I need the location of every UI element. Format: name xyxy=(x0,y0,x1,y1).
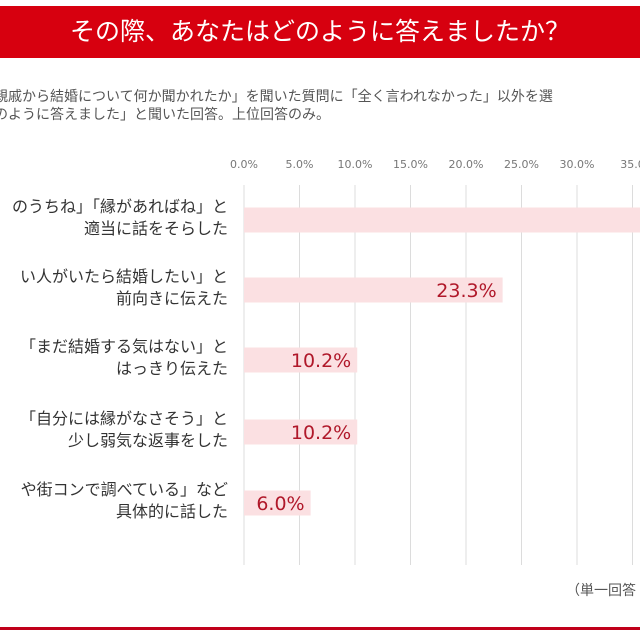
category-label-line: や街コンで調べている」など xyxy=(20,480,228,499)
subtitle-line-1: 親戚から結婚について何か聞かれたか」を聞いた質問に「全く言われなかった」以外を選 xyxy=(0,89,553,105)
x-tick-label: 35.0 xyxy=(620,158,640,171)
x-tick-label: 10.0% xyxy=(338,158,373,171)
category-label-line: 「自分には縁がなさそう」と xyxy=(19,409,228,428)
bar xyxy=(244,207,640,233)
category-label-line: 「まだ結婚する気はない」と xyxy=(19,337,228,356)
x-tick-label: 5.0% xyxy=(286,158,314,171)
category-label-line: 少し弱気な返事をした xyxy=(67,431,228,450)
x-tick-label: 25.0% xyxy=(504,158,539,171)
bar xyxy=(244,347,358,373)
x-tick-label: 0.0% xyxy=(230,158,258,171)
category-label-line: い人がいたら結婚したい」と xyxy=(19,267,228,286)
x-tick-label: 20.0% xyxy=(449,158,484,171)
data-label: 23.3% xyxy=(436,280,496,302)
subtitle-line-2: のように答えました」と聞いた回答。上位回答のみ。 xyxy=(0,107,330,123)
category-label: のうちね」「縁があればね」と適当に話をそらした xyxy=(12,196,228,240)
category-label: や街コンで調べている」など具体的に話した xyxy=(21,479,228,523)
category-label: い人がいたら結婚したい」と前向きに伝えた xyxy=(20,266,228,310)
footnote: （単一回答 xyxy=(566,583,636,599)
category-label-line: 適当に話をそらした xyxy=(83,219,228,238)
data-label: 6.0% xyxy=(256,493,304,515)
data-label: 10.2% xyxy=(291,422,351,444)
category-label: 「自分には縁がなさそう」と少し弱気な返事をした xyxy=(20,408,228,452)
category-label-line: はっきり伝えた xyxy=(115,359,228,378)
bottom-divider xyxy=(0,627,640,630)
data-label: 10.2% xyxy=(291,350,351,372)
bar xyxy=(244,277,503,303)
bar xyxy=(244,490,311,516)
bar xyxy=(244,419,358,445)
category-label: 「まだ結婚する気はない」とはっきり伝えた xyxy=(20,336,228,380)
x-tick-label: 30.0% xyxy=(560,158,595,171)
category-label-line: 具体的に話した xyxy=(115,502,228,521)
category-label-line: 前向きに伝えた xyxy=(115,289,228,308)
x-tick-label: 15.0% xyxy=(393,158,428,171)
header-title: その際、あなたはどのように答えましたか？ xyxy=(0,6,640,58)
category-label-line: のうちね」「縁があればね」と xyxy=(11,197,228,216)
